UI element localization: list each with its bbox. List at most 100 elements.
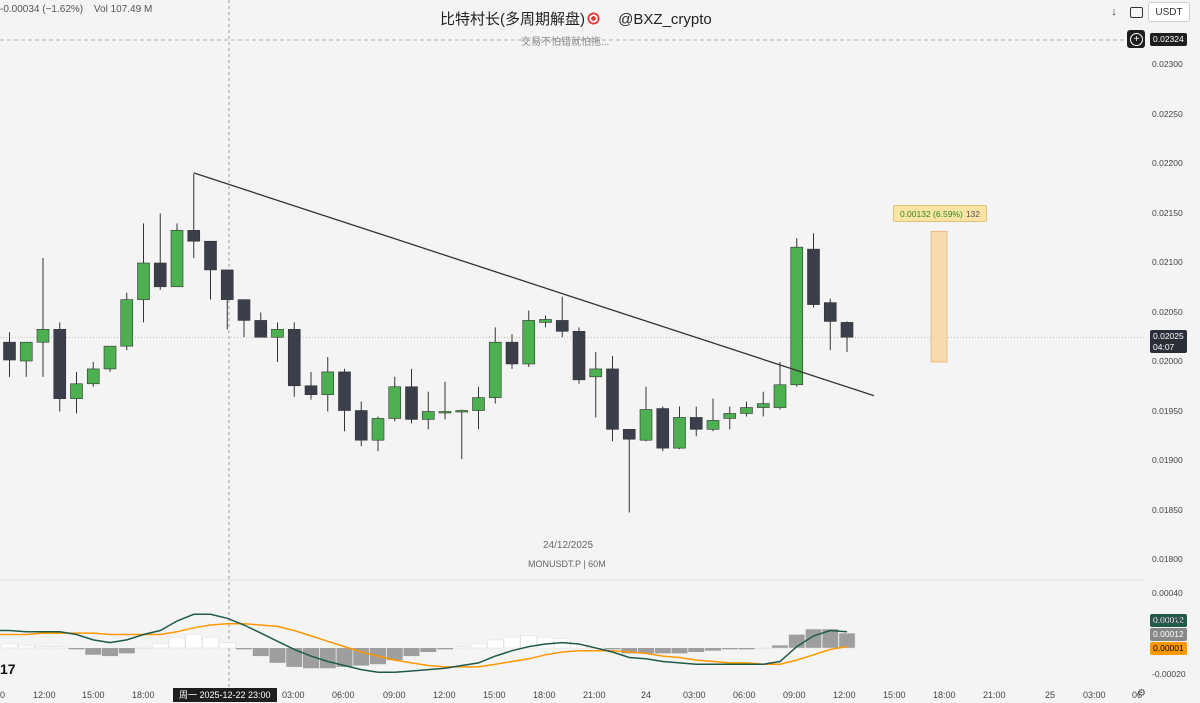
time-axis-partial-label: 0 [0, 690, 6, 700]
candle-up [371, 418, 385, 441]
macd-histogram-bar [755, 647, 772, 650]
candle-down [622, 429, 636, 440]
time-axis-label: 18:00 [132, 690, 155, 700]
macd-histogram-bar [336, 648, 353, 667]
candle-up [522, 320, 536, 365]
bar-countdown: 04:07 [1153, 342, 1175, 352]
title-text: 比特村长(多周期解盘) [440, 11, 585, 28]
macd-histogram-bar [520, 635, 537, 649]
candle-up [740, 407, 753, 414]
candle-up [438, 411, 452, 414]
candle-up [773, 384, 787, 408]
measure-bars: 132 [965, 208, 981, 219]
time-axis-label: 03:00 [282, 690, 305, 700]
macd-histogram-bar [705, 648, 721, 651]
price-axis-label: 0.01900 [1152, 455, 1183, 465]
time-axis-label: 09:00 [783, 690, 806, 700]
candle-down [304, 385, 318, 395]
candle-down [53, 329, 67, 399]
macd-axis-label: 0.00040 [1152, 588, 1183, 598]
candle-down [287, 329, 301, 387]
time-axis-label: 06:00 [733, 690, 756, 700]
candle-up [19, 341, 33, 362]
time-axis-label: 03:00 [683, 690, 706, 700]
time-axis-label: 21:00 [583, 690, 606, 700]
macd-axis-label: -0.00020 [1152, 669, 1186, 679]
macd-histogram-bar [437, 648, 453, 650]
measure-value: 0.00132 (6.59%) [899, 208, 963, 219]
price-axis-label: 0.02300 [1152, 59, 1183, 69]
macd-histogram-bar [503, 636, 521, 649]
macd-histogram-bar [638, 648, 654, 654]
time-axis-label: 12:00 [33, 690, 56, 700]
price-axis-label: 0.02000 [1152, 356, 1183, 366]
tradingview-logo[interactable]: 17 [0, 661, 16, 677]
candle-up [706, 420, 720, 430]
macd-histogram-bar [838, 632, 856, 649]
candle-down [405, 386, 418, 420]
time-axis-label: 03:00 [1083, 690, 1106, 700]
candle-up [488, 341, 502, 398]
candle-up [103, 345, 117, 370]
price-axis-label: 0.02100 [1152, 257, 1183, 267]
macd-histogram-bar [453, 646, 470, 649]
macd-histogram-bar [286, 648, 303, 667]
macd-histogram-bar [805, 628, 822, 649]
time-axis-label: 15:00 [883, 690, 906, 700]
macd-axis-label: 0.00020 [1152, 615, 1183, 625]
time-axis-label: 25 [1045, 690, 1056, 700]
candle-down [338, 371, 351, 411]
macd-histogram-bar [654, 648, 671, 654]
candle-up [271, 329, 284, 338]
candle-up [790, 246, 804, 386]
macd-histogram-bar [487, 639, 504, 649]
candle-up [388, 386, 402, 419]
price-axis-label: 0.02050 [1152, 306, 1183, 317]
macd-histogram-bar [604, 648, 621, 650]
candle-down [187, 230, 201, 242]
top-price-tag: 0.02324 [1150, 33, 1187, 46]
time-axis-label: 12:00 [433, 690, 456, 700]
macd-histogram-bar [68, 648, 85, 650]
maximize-button[interactable] [1126, 2, 1146, 22]
macd-histogram-bar [51, 646, 68, 649]
histogram-value-tag: 0.00001 [1150, 642, 1187, 655]
arrow-down-button[interactable]: ↓ [1104, 2, 1124, 22]
maximize-icon [1129, 6, 1143, 18]
current-price-tag: 0.02025 04:07 [1150, 330, 1187, 353]
macd-line [0, 613, 848, 674]
macd-histogram-bar [18, 645, 35, 649]
time-axis-label: 24 [641, 690, 652, 700]
plus-circle-icon: + [1130, 33, 1143, 46]
macd-histogram-bar [671, 648, 688, 654]
candle-up [36, 329, 50, 343]
time-axis-label: 18:00 [933, 690, 956, 700]
candle-up [723, 413, 737, 419]
signal-value-tag: 0.00012 [1150, 628, 1187, 641]
macd-histogram-bar [537, 636, 554, 649]
volume-readout: Vol 107.49 M [93, 4, 153, 15]
chart-subtitle: 交易不怕错就怕拖... [521, 37, 610, 48]
candle-down [572, 331, 586, 381]
macd-histogram-bar [102, 648, 118, 657]
trendline [193, 172, 875, 397]
settings-gear-icon[interactable]: ⚙ [1137, 688, 1146, 699]
candle-down [204, 240, 217, 271]
currency-select[interactable]: USDT [1148, 2, 1190, 22]
candle-down [254, 320, 268, 338]
candle-down [220, 269, 234, 300]
currency-label: USDT [1155, 6, 1183, 18]
macd-histogram-bar [621, 648, 638, 654]
candle-down [505, 341, 519, 365]
price-axis-label: 0.01850 [1152, 504, 1183, 515]
price-axis-label: 0.02150 [1152, 207, 1183, 218]
macd-signal-line [0, 622, 848, 668]
macd-histogram-bar [236, 648, 252, 650]
candle-up [472, 397, 485, 411]
candle-down [656, 408, 670, 449]
macd-histogram-bar [269, 648, 286, 663]
macd-histogram-bar [185, 634, 202, 649]
price-axis-label: 0.02250 [1152, 108, 1183, 119]
candle-down [153, 262, 167, 288]
